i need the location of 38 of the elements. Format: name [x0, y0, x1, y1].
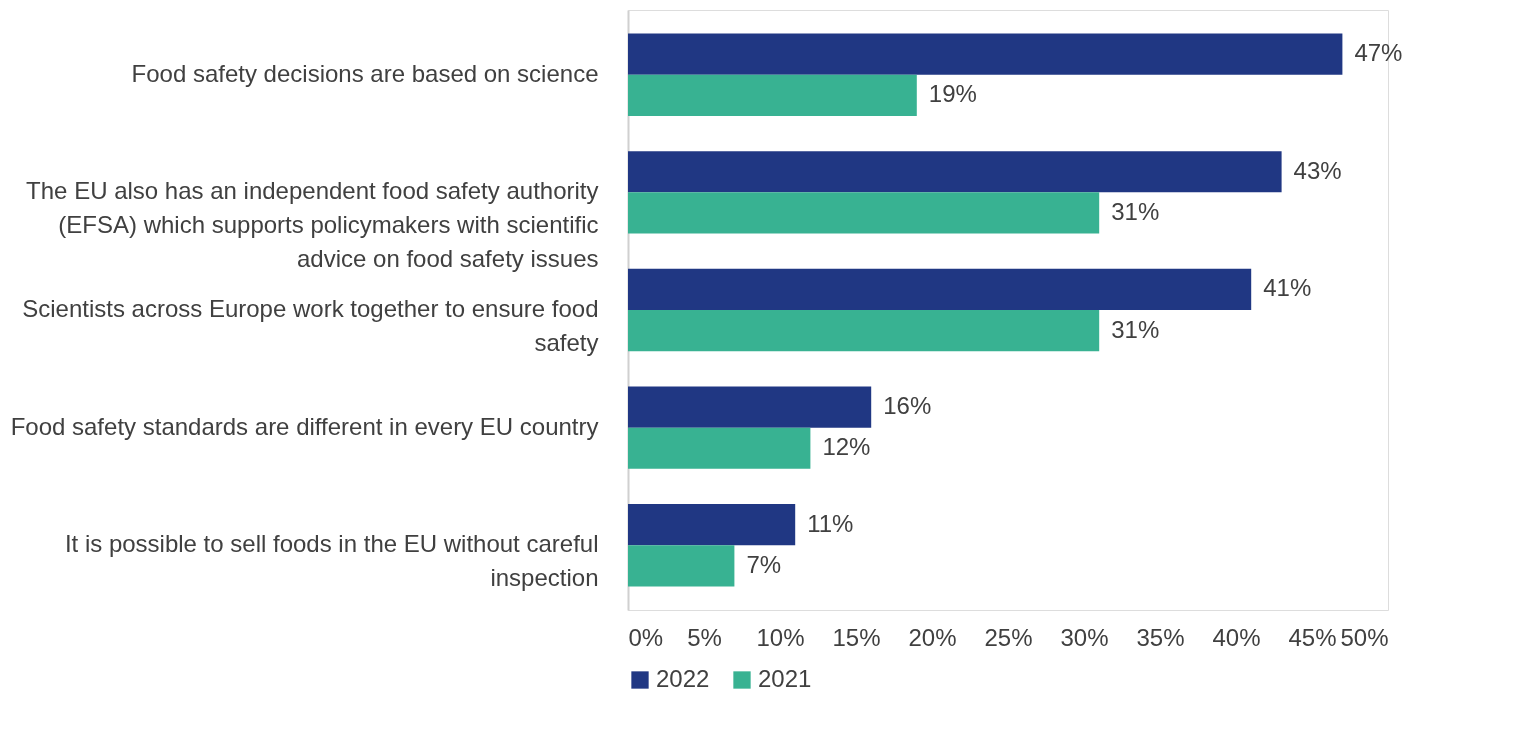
data-label: 47%: [1354, 39, 1403, 67]
data-label: 31%: [1111, 315, 1160, 343]
legend-label: 2022: [656, 665, 710, 692]
x-tick-label: 35%: [1136, 623, 1185, 651]
data-label: 19%: [928, 80, 977, 108]
x-tick-label: 45%: [1288, 623, 1337, 651]
x-tick-label: 40%: [1212, 623, 1261, 651]
data-label: 16%: [883, 392, 932, 420]
x-tick-label: 5%: [687, 623, 722, 651]
y-tick-label: Scientists across Europe work together to ensure food safety: [22, 295, 599, 356]
data-label: 7%: [746, 550, 782, 578]
bar: [628, 151, 1282, 193]
x-tick-label: 15%: [832, 623, 881, 651]
x-tick-label: 10%: [756, 623, 805, 651]
data-label: 12%: [822, 433, 871, 461]
y-tick-label: Food safety standards are different in every EU country: [10, 412, 599, 440]
bar: [628, 74, 917, 116]
bar: [628, 386, 872, 428]
bar: [628, 310, 1100, 352]
bar: [628, 268, 1252, 310]
x-tick-label: 50%: [1340, 623, 1389, 651]
x-tick-label: 20%: [908, 623, 957, 651]
data-label: 43%: [1293, 156, 1342, 184]
y-tick-label: Food safety decisions are based on science: [131, 59, 599, 87]
data-label: 41%: [1263, 274, 1312, 302]
y-tick-label: It is possible to sell foods in the EU without careful inspection: [64, 530, 599, 592]
x-tick-label: 0%: [628, 623, 664, 651]
data-label: 11%: [807, 509, 854, 537]
x-tick-label: 30%: [1060, 623, 1109, 651]
x-tick-label: 25%: [984, 623, 1033, 651]
legend-label: 2021: [758, 665, 812, 692]
bar: [628, 504, 796, 546]
data-label: 31%: [1111, 197, 1160, 225]
y-tick-label: The EU also has an independent food safety authority (EFSA) which supports policymakers with scientific advice on food safety issues: [26, 177, 599, 273]
bar: [628, 192, 1100, 234]
bar: [628, 427, 811, 469]
bar: [628, 545, 735, 587]
bar: [628, 33, 1343, 75]
